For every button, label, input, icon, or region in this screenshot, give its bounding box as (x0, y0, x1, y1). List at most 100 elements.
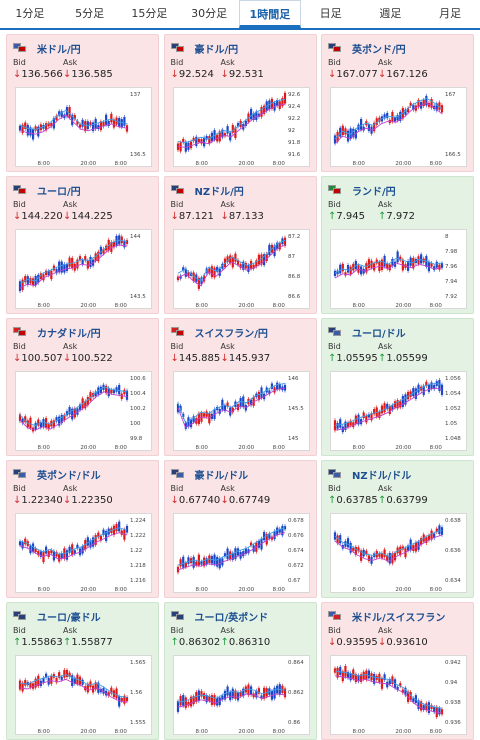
candle (107, 387, 110, 397)
candle (68, 672, 71, 677)
mini-chart[interactable]: 0.638 0.636 0.634 8:00 20:00 8:00 (330, 513, 467, 593)
candle (44, 673, 48, 678)
bid-value: ↑7.945 (328, 211, 366, 222)
tab-3[interactable]: 30分足 (191, 7, 228, 20)
tab-0[interactable]: 1分足 (15, 7, 45, 20)
rate-card[interactable]: ユーロ/円 Bid Ask ↓144.220 ↓144.225 144 143.5… (6, 176, 159, 314)
mini-chart[interactable]: 146 145.5 145 8:00 20:00 8:00 (172, 371, 310, 451)
mini-chart[interactable]: 1.224 1.222 1.22 1.218 1.216 8:00 20:00 8:00 (15, 513, 152, 593)
candle (55, 417, 58, 422)
y-tick-label: 0.634 (445, 578, 461, 584)
pair-name[interactable]: 英ポンド/円 (352, 44, 406, 56)
pair-name[interactable]: NZドル/ドル (352, 470, 412, 482)
candle (275, 100, 278, 106)
candle (68, 407, 71, 415)
tab-6[interactable]: 週足 (379, 7, 402, 20)
pair-header: カナダドル/円 (13, 325, 101, 340)
mini-chart[interactable]: 0.678 0.676 0.674 0.672 0.67 8:00 20:00 8:00 (172, 513, 310, 593)
pair-name[interactable]: ユーロ/豪ドル (37, 612, 101, 624)
rate-card[interactable]: 米ドル/スイスフラン Bid Ask ↓0.93595 ↓0.93610 0.9… (321, 602, 474, 740)
candle (228, 551, 231, 560)
candle (192, 696, 195, 705)
rate-card[interactable]: NZドル/ドル Bid Ask ↑0.63785 ↑0.63799 0.638 0… (321, 460, 474, 598)
candle (120, 393, 123, 400)
candle (60, 553, 63, 559)
pair-name[interactable]: ランド/円 (352, 186, 396, 198)
pair-name[interactable]: カナダドル/円 (37, 328, 101, 340)
candle (233, 253, 237, 262)
mini-chart[interactable]: 92.6 92.4 92.2 92 91.8 91.6 8:00 20:00 8:00 (172, 87, 310, 167)
tab-4[interactable]: 1時間足 (239, 0, 301, 28)
pair-name[interactable]: スイスフラン/円 (194, 328, 268, 340)
x-tick-label: 8:00 (195, 445, 208, 451)
flag-icon (328, 185, 342, 195)
candle (344, 421, 347, 431)
y-tick-label: 86.6 (288, 294, 301, 300)
candle (270, 383, 273, 389)
x-tick-label: 20:00 (395, 161, 411, 167)
candle (179, 696, 182, 706)
mini-chart[interactable]: 137 136.5 8:00 20:00 8:00 (15, 87, 152, 167)
mini-chart[interactable]: 144 143.5 8:00 20:00 8:00 (15, 229, 152, 309)
tab-1[interactable]: 5分足 (75, 7, 105, 20)
rate-card[interactable]: ユーロ/ドル Bid Ask ↑1.05595 ↑1.05599 1.056 1.… (321, 318, 474, 456)
candle (246, 265, 250, 272)
flag-icon (13, 611, 27, 621)
pair-name[interactable]: NZドル/円 (194, 186, 244, 198)
candle (34, 422, 37, 430)
candle (199, 139, 203, 144)
rate-card[interactable]: 米ドル/円 Bid Ask ↓136.566 ↓136.585 137 136.5… (6, 34, 159, 172)
y-tick-label: 0.678 (288, 518, 304, 524)
candle (120, 119, 123, 128)
tab-7[interactable]: 月足 (439, 7, 462, 20)
rate-card[interactable]: 英ポンド/円 Bid Ask ↓167.077 ↓167.126 167 166.… (321, 34, 474, 172)
rate-card[interactable]: ユーロ/英ポンド Bid Ask ↑0.86302 ↑0.86310 0.864… (163, 602, 317, 740)
y-tick-label: 92.2 (288, 116, 300, 122)
mini-chart[interactable]: 1.056 1.054 1.052 1.05 1.048 8:00 20:00 8:00 (330, 371, 467, 451)
pair-name[interactable]: 米ドル/円 (37, 44, 81, 56)
tab-2[interactable]: 15分足 (131, 7, 168, 20)
mini-chart[interactable]: 167 166.5 8:00 20:00 8:00 (330, 87, 467, 167)
rate-card[interactable]: ランド/円 Bid Ask ↑7.945 ↑7.972 8 7.98 7.96 7.9… (321, 176, 474, 314)
candle (244, 548, 247, 554)
pair-name[interactable]: 英ポンド/ドル (37, 470, 101, 482)
candle (339, 419, 342, 428)
candle (202, 413, 205, 417)
candle (233, 548, 237, 560)
candle (399, 683, 402, 687)
candle (218, 268, 221, 276)
pair-name[interactable]: 豪ドル/ドル (194, 470, 249, 482)
candle (120, 236, 123, 244)
rate-card[interactable]: NZドル/円 Bid Ask ↓87.121 ↓87.133 87.2 87 86.… (163, 176, 317, 314)
mini-chart[interactable]: 0.864 0.862 0.86 8:00 20:00 8:00 (172, 655, 310, 735)
candle (380, 405, 384, 414)
rate-card[interactable]: ユーロ/豪ドル Bid Ask ↑1.55863 ↑1.55877 1.565 1… (6, 602, 159, 740)
mini-chart[interactable]: 0.942 0.94 0.938 0.936 8:00 20:00 8:00 (330, 655, 467, 735)
rate-card[interactable]: 英ポンド/ドル Bid Ask ↓1.22340 ↓1.22350 1.224 1… (6, 460, 159, 598)
y-tick-label: 0.674 (288, 548, 304, 554)
pair-name[interactable]: 米ドル/スイスフラン (352, 612, 446, 624)
bid-label: Bid (13, 58, 26, 67)
candle (189, 419, 192, 428)
mini-chart[interactable]: 8 7.98 7.96 7.94 7.92 8:00 20:00 8:00 (330, 229, 467, 309)
pair-name[interactable]: ユーロ/円 (37, 186, 81, 198)
candle (18, 125, 22, 131)
rate-card[interactable]: カナダドル/円 Bid Ask ↓100.507 ↓100.522 100.6 1… (6, 318, 159, 456)
candle (81, 546, 84, 554)
pair-name[interactable]: ユーロ/英ポンド (194, 612, 269, 624)
candle (265, 533, 268, 545)
pair-name[interactable]: ユーロ/ドル (352, 328, 406, 340)
rate-card[interactable]: 豪ドル/ドル Bid Ask ↓0.67740 ↓0.67749 0.678 0.… (163, 460, 317, 598)
candle (47, 271, 50, 276)
candle (401, 395, 404, 407)
moving-average-line (19, 527, 128, 555)
mini-chart[interactable]: 1.565 1.56 1.555 8:00 20:00 8:00 (15, 655, 152, 735)
candle (246, 684, 250, 696)
trend-arrow-icon: ↓ (170, 495, 179, 506)
rate-card[interactable]: スイスフラン/円 Bid Ask ↓145.885 ↓145.937 146 14… (163, 318, 317, 456)
pair-name[interactable]: 豪ドル/円 (194, 44, 239, 56)
tab-5[interactable]: 日足 (319, 7, 342, 20)
mini-chart[interactable]: 87.2 87 86.8 86.6 8:00 20:00 8:00 (172, 229, 310, 309)
mini-chart[interactable]: 100.6 100.4 100.2 100 99.8 8:00 20:00 8:00 (15, 371, 152, 451)
rate-card[interactable]: 豪ドル/円 Bid Ask ↓92.524 ↓92.531 92.6 92.4 92… (163, 34, 317, 172)
